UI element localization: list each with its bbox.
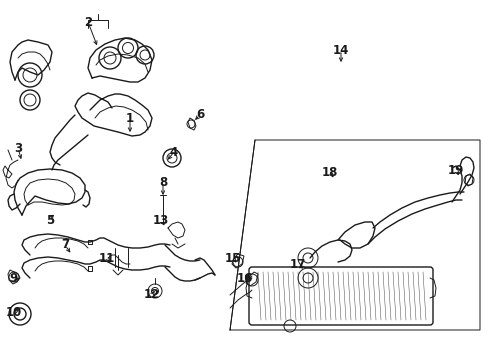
- Text: 14: 14: [332, 44, 348, 57]
- Text: 7: 7: [61, 238, 69, 252]
- Text: 1: 1: [126, 112, 134, 125]
- Text: 8: 8: [159, 175, 167, 189]
- Text: 5: 5: [46, 213, 54, 226]
- Text: 9: 9: [10, 271, 18, 284]
- Text: 10: 10: [6, 306, 22, 319]
- Text: 16: 16: [236, 271, 253, 284]
- Text: 2: 2: [84, 15, 92, 28]
- Text: 6: 6: [196, 108, 203, 122]
- Text: 12: 12: [143, 288, 160, 302]
- Text: 11: 11: [99, 252, 115, 265]
- Text: 18: 18: [321, 166, 338, 179]
- Text: 13: 13: [153, 213, 169, 226]
- Text: 3: 3: [14, 141, 22, 154]
- Text: 19: 19: [447, 163, 463, 176]
- Text: 4: 4: [169, 145, 178, 158]
- Text: 17: 17: [289, 258, 305, 271]
- Text: 15: 15: [224, 252, 241, 265]
